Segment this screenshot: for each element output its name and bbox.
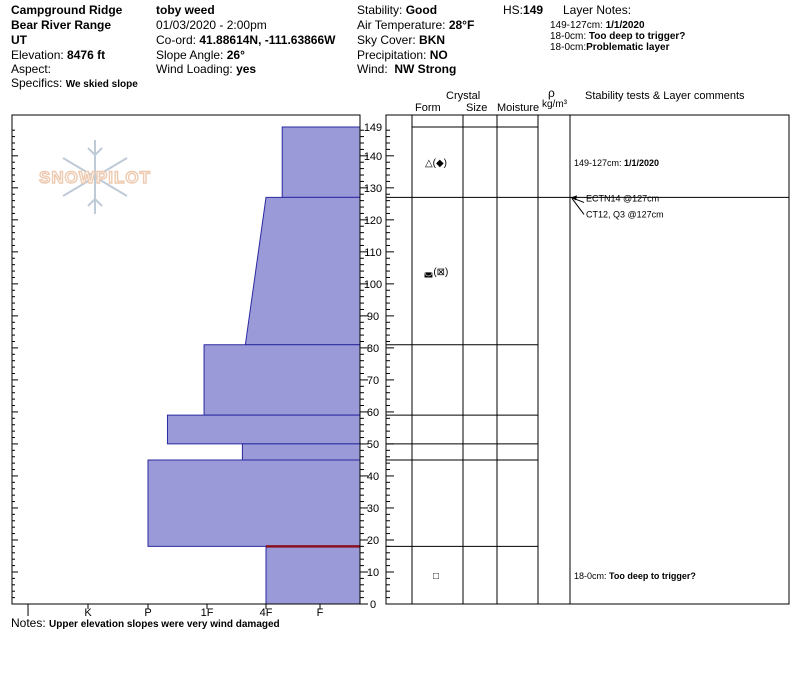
crystal-form-symbol: △(◆)	[425, 158, 447, 169]
layer-note: 18-0cm:Problematic layer	[550, 42, 670, 53]
stability: Stability: Good	[357, 3, 438, 17]
x-tick-label: I	[26, 607, 29, 619]
layer-comment: 149-127cm: 1/1/2020	[574, 158, 659, 168]
layer-comment-text: 1/1/2020	[624, 158, 659, 168]
air-temperature: Air Temperature: 28°F	[357, 18, 475, 32]
stability-test: ECTN14 @127cm	[586, 193, 659, 203]
snowpilot-logo: SNOWPILOT	[38, 140, 151, 214]
crystal-form-symbol: ◛(⊠)	[424, 267, 449, 278]
wind-loading: Wind Loading: yes	[156, 62, 257, 76]
location-name: Campground Ridge	[11, 3, 123, 17]
layer-note: 18-0cm: Too deep to trigger?	[550, 31, 686, 42]
layer-comment: 18-0cm: Too deep to trigger?	[574, 571, 696, 581]
y-tick-label: 90	[367, 311, 379, 323]
datetime: 01/03/2020 - 2:00pm	[156, 18, 267, 32]
col-size: Size	[466, 102, 488, 114]
y-tick-label: 140	[364, 151, 382, 163]
hardness-layer	[281, 126, 361, 198]
coordinates: Co-ord: 41.88614N, -111.63866W	[156, 33, 336, 47]
specifics: Specifics: We skied slope	[11, 76, 138, 90]
sky-cover: Sky Cover: BKN	[357, 33, 446, 47]
y-tick-label: 20	[367, 535, 379, 547]
y-tick-label: 40	[367, 471, 379, 483]
slope-angle: Slope Angle: 26°	[156, 48, 245, 62]
y-tick-label: 60	[367, 407, 379, 419]
notes: Notes: Upper elevation slopes were very …	[11, 616, 280, 630]
crystal-form-symbol: □	[433, 571, 439, 582]
y-tick-label: 70	[367, 375, 379, 387]
layer-comment-range: 18-0cm:	[574, 571, 609, 581]
y-tick-label: 100	[364, 279, 382, 291]
layer-notes-title: Layer Notes:	[563, 3, 632, 17]
snowpilot-logo-text: SNOWPILOT	[39, 168, 151, 187]
state-name: UT	[11, 33, 27, 47]
col-comments: Stability tests & Layer comments	[585, 90, 745, 102]
wind: Wind: NW Strong	[357, 62, 457, 76]
snow-height: HS:149	[503, 3, 544, 17]
profile-frame	[11, 114, 361, 605]
y-tick-label: 149	[364, 122, 382, 134]
layer-comment-text: Too deep to trigger?	[609, 571, 696, 581]
hardness-layer	[241, 443, 361, 461]
observer: toby weed	[156, 3, 215, 17]
elevation: Elevation: 8476 ft	[11, 48, 106, 62]
hardness-layer	[265, 545, 361, 605]
range-name: Bear River Range	[11, 18, 112, 32]
col-form: Form	[415, 102, 441, 114]
hardness-layer	[244, 196, 361, 346]
aspect: Aspect:	[11, 62, 52, 76]
y-tick-label: 130	[364, 183, 382, 195]
y-tick-label: 120	[364, 215, 382, 227]
x-tick-label: 1F	[201, 607, 214, 619]
test-arrow-head	[571, 195, 577, 201]
y-tick-label: 110	[364, 247, 382, 259]
col-moisture: Moisture	[497, 102, 540, 114]
test-arrow	[571, 198, 585, 215]
x-tick-label: P	[144, 607, 151, 619]
col-rho: ρ	[548, 86, 555, 100]
table-frame	[385, 114, 790, 605]
col-density-unit: kg/m³	[542, 99, 567, 110]
y-tick-label: 50	[367, 439, 379, 451]
hardness-layer	[166, 414, 361, 445]
y-tick-label: 0	[370, 599, 376, 611]
hardness-layer	[147, 459, 361, 547]
layer-note: 149-127cm: 1/1/2020	[550, 20, 645, 31]
precipitation: Precipitation: NO	[357, 48, 448, 62]
hardness-layer	[203, 344, 361, 416]
y-tick-label: 30	[367, 503, 379, 515]
y-tick-label: 10	[367, 567, 379, 579]
col-crystal: Crystal	[446, 90, 481, 102]
snowflake-icon	[62, 140, 128, 214]
x-tick-label: K	[84, 607, 92, 619]
x-tick-label: 4F	[260, 607, 273, 619]
y-tick-label: 80	[367, 343, 379, 355]
x-tick-label: F	[317, 607, 324, 619]
layer-comment-range: 149-127cm:	[574, 158, 624, 168]
stability-test: CT12, Q3 @127cm	[586, 209, 664, 219]
